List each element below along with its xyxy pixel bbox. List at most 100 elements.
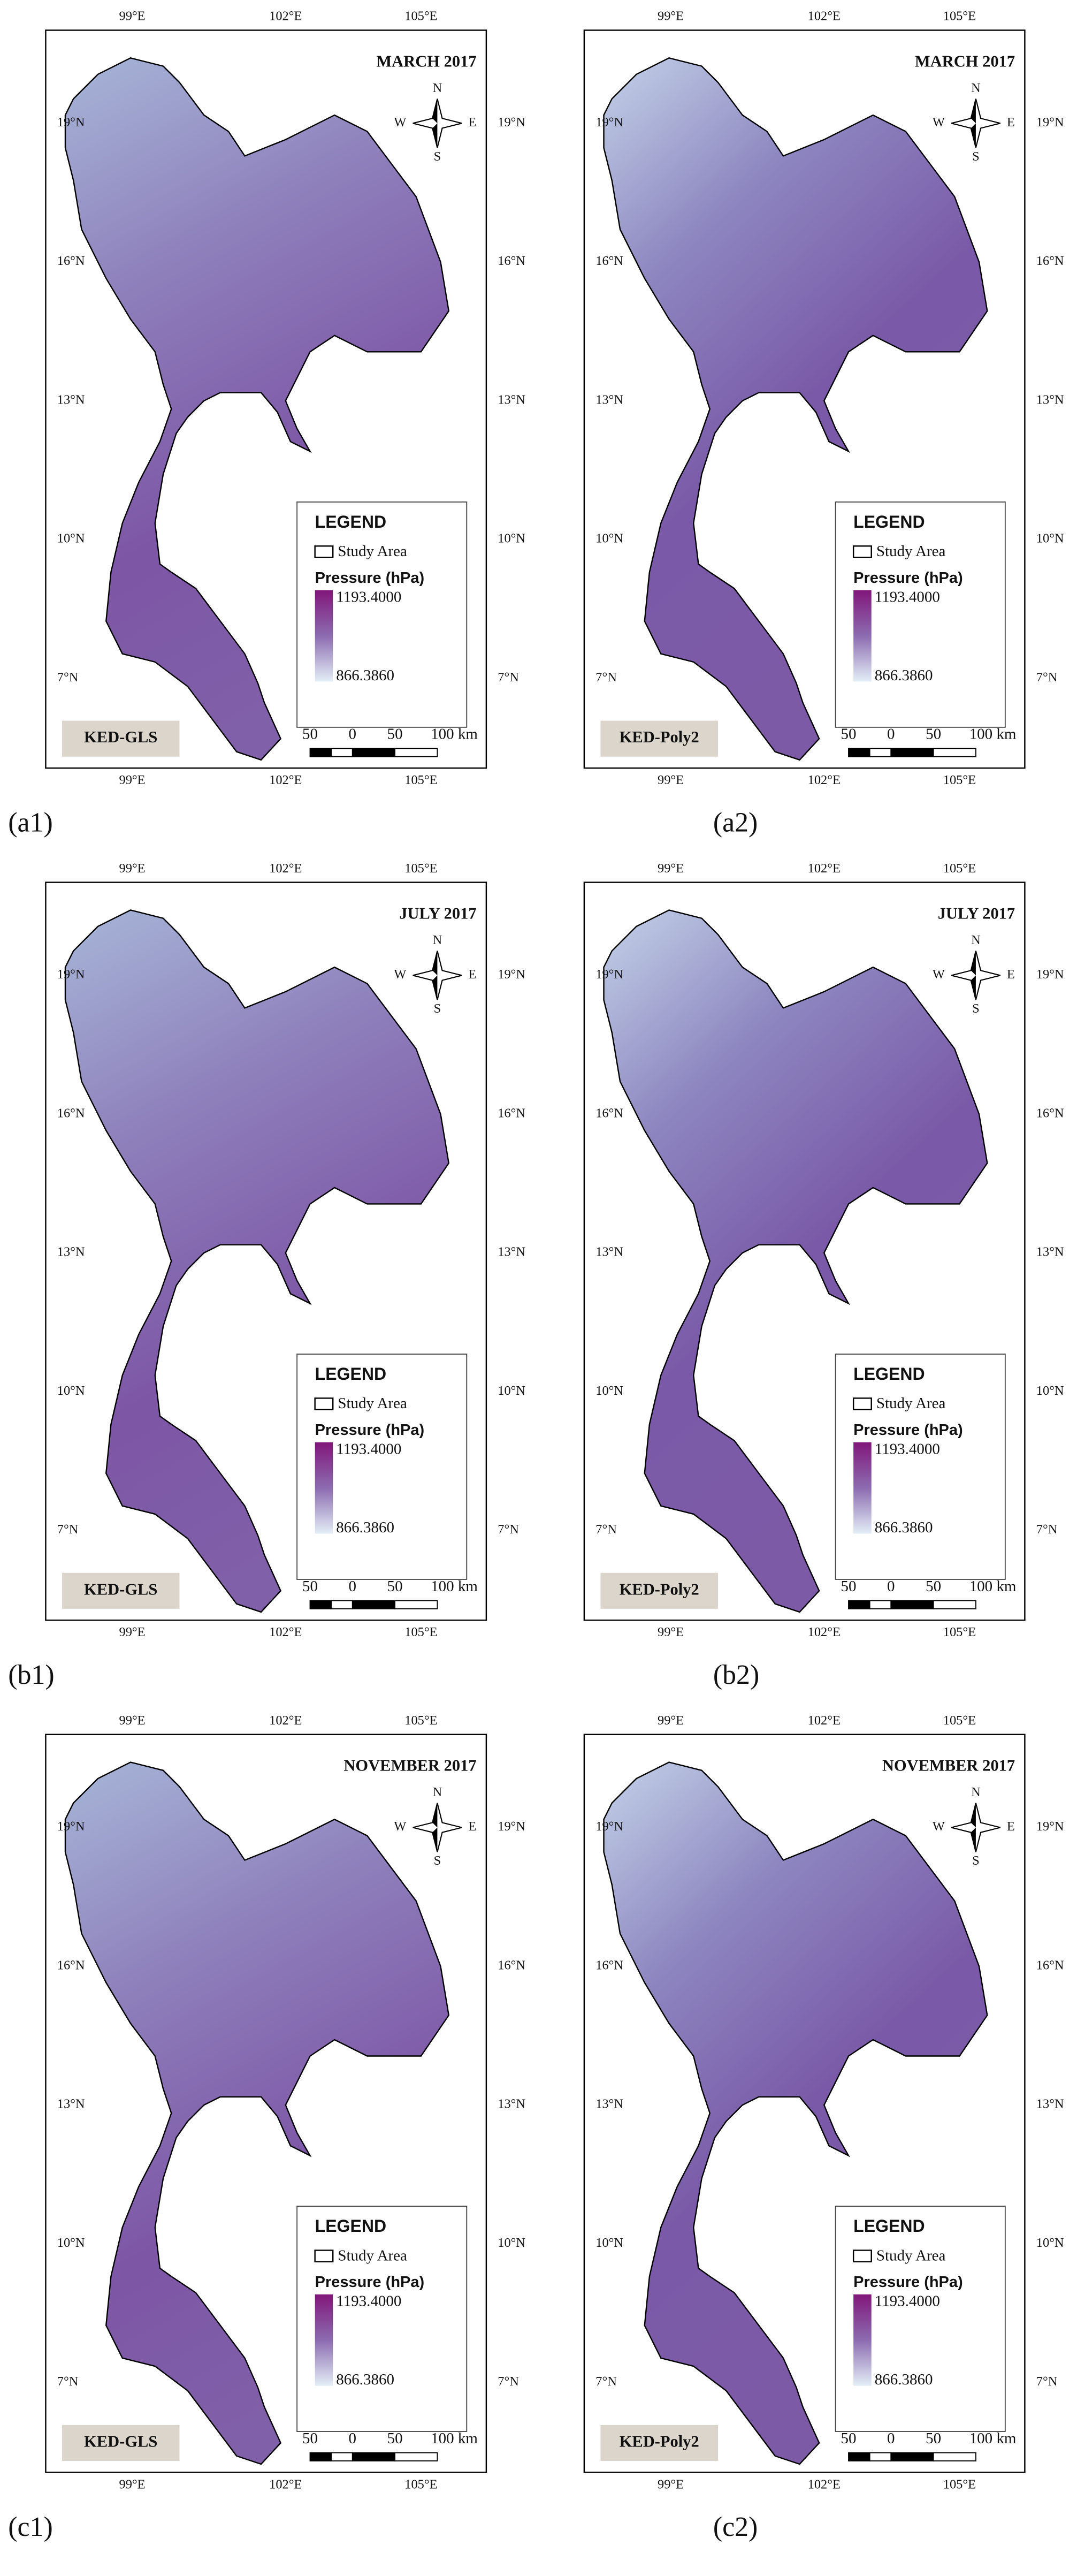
lat-tick-label: 13°N [498,392,525,407]
lon-tick-label: 105°E [943,1625,976,1639]
lat-tick-label: 16°N [1036,1958,1064,1972]
lon-tick-label: 102°E [808,1713,841,1728]
lat-tick-label: 7°N [595,670,617,685]
legend-title: LEGEND [315,512,386,531]
map-title: NOVEMBER 2017 [882,1757,1015,1775]
scale-segment [869,748,892,757]
lon-tick-label: 105°E [404,2477,437,2491]
lat-tick-label: 10°N [57,531,85,546]
method-box [62,720,180,757]
thailand-map [603,57,988,761]
scale-segment [890,2452,934,2461]
compass-n: N [971,81,981,95]
lon-tick-label: 99°E [119,9,146,24]
scale-label: 100 km [969,1578,1017,1595]
compass-e: E [1007,115,1015,130]
scale-segment [352,748,396,757]
lon-tick-label: 102°E [808,861,841,876]
lat-tick-label: 13°N [1036,1245,1064,1259]
scale-segment [331,1600,353,1609]
legend-min: 866.3860 [875,667,933,684]
legend-min: 866.3860 [336,667,394,684]
legend-max: 1193.4000 [336,2293,401,2310]
lat-tick-label: 16°N [498,1958,525,1972]
lat-tick-label: 19°N [498,115,525,130]
lon-tick-label: 99°E [119,1713,146,1728]
scale-segment [394,748,438,757]
scale-label: 0 [887,2430,895,2447]
legend-title: LEGEND [853,2216,925,2236]
map-panel: 99°E 99°E 102°E 102°E 105°E 105°E 19°N 19°N 16°N… [583,861,1064,1639]
legend-variable: Pressure (hPa) [853,2274,963,2291]
lat-tick-label: 7°N [1036,1522,1058,1537]
study-area-label: Study Area [876,2247,946,2264]
scale-label: 50 [841,726,857,743]
scale-label: 50 [302,1578,318,1595]
legend-max: 1193.4000 [336,1441,401,1458]
legend-min: 866.3860 [875,1519,933,1536]
map-panel: 99°E 99°E 102°E 102°E 105°E 105°E 19°N 19°N 16°N… [45,861,525,1639]
method-label: KED-Poly2 [620,2432,699,2450]
lat-tick-label: 16°N [57,1106,85,1120]
lon-tick-label: 105°E [404,773,437,787]
lon-tick-label: 99°E [119,773,146,787]
map-panel: 99°E 99°E 102°E 102°E 105°E 105°E 19°N 19°N 16°N… [45,9,525,787]
compass-w: W [933,967,945,982]
legend: LEGEND Study Area Pressure (hPa) 1193.4000 8… [835,2206,1006,2432]
scale-label: 100 km [431,726,478,743]
legend-max: 1193.4000 [875,2293,940,2310]
panel-label: (c2) [713,2512,758,2542]
lon-tick-label: 102°E [269,773,302,787]
lat-tick-label: 13°N [595,1245,623,1259]
study-area-swatch [852,545,872,558]
compass-rose: N S E W [394,1785,476,1868]
scale-segment [331,748,353,757]
lat-tick-label: 16°N [595,254,623,268]
scale-label: 100 km [969,726,1017,743]
lat-tick-label: 7°N [595,1522,617,1537]
lat-tick-label: 10°N [498,531,525,546]
lat-tick-label: 16°N [498,1106,525,1120]
lat-tick-label: 7°N [498,1522,519,1537]
study-area-label: Study Area [338,2247,407,2264]
lat-tick-label: 19°N [595,1819,623,1834]
thailand-map [64,57,450,761]
lon-tick-label: 105°E [943,1713,976,1728]
study-area-label: Study Area [876,1395,946,1412]
compass-n: N [433,933,442,947]
scale-label: 0 [887,726,895,743]
compass-w: W [394,967,406,982]
lat-tick-label: 13°N [1036,2097,1064,2111]
study-area-label: Study Area [338,1395,407,1412]
lat-tick-label: 19°N [1036,967,1064,982]
legend-variable: Pressure (hPa) [853,1422,963,1439]
lat-tick-label: 13°N [57,1245,85,1259]
panel-label: (a2) [713,808,758,838]
compass-s: S [972,1853,980,1868]
color-bar [315,590,333,682]
lon-tick-label: 105°E [404,9,437,24]
scale-segment [309,2452,332,2461]
scale-label: 50 [302,726,318,743]
lat-tick-label: 19°N [57,967,85,982]
compass-s: S [434,1853,441,1868]
lat-tick-label: 13°N [595,392,623,407]
scale-segment [869,2452,892,2461]
lon-tick-label: 102°E [269,1625,302,1639]
lat-tick-label: 10°N [1036,531,1064,546]
scale-segment [848,748,870,757]
scale-segment [848,1600,870,1609]
legend-max: 1193.4000 [875,1441,940,1458]
method-label: KED-Poly2 [620,1580,699,1598]
legend: LEGEND Study Area Pressure (hPa) 1193.4000 8… [835,501,1006,728]
lat-tick-label: 19°N [595,115,623,130]
lat-tick-label: 10°N [498,2236,525,2250]
map-panel: 99°E 99°E 102°E 102°E 105°E 105°E 19°N 19°N 16°N… [583,9,1064,787]
color-bar [315,1442,333,1534]
legend-max: 1193.4000 [875,589,940,606]
lat-tick-label: 16°N [595,1106,623,1120]
legend-title: LEGEND [853,1364,925,1384]
panel-label: (c1) [8,2512,52,2542]
scale-segment [933,1600,976,1609]
